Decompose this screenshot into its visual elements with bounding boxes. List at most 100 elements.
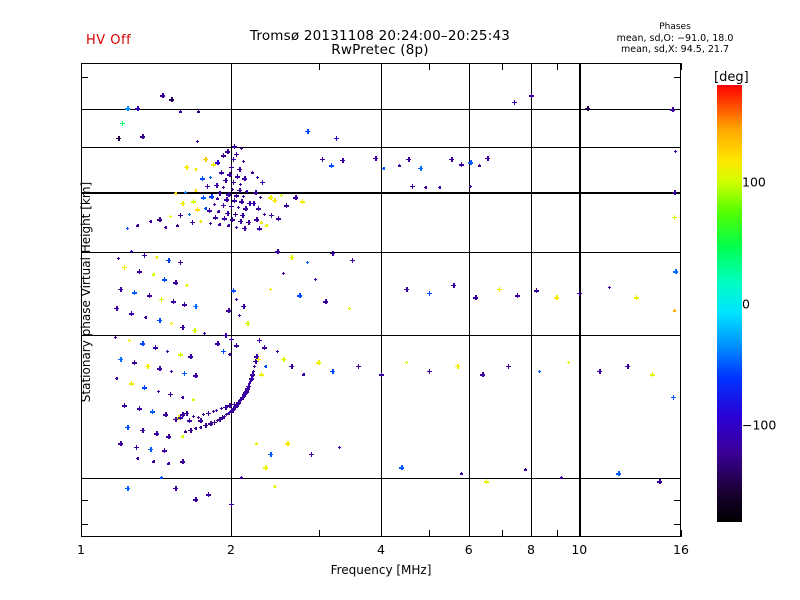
data-point bbox=[235, 174, 240, 179]
data-point bbox=[221, 349, 226, 354]
data-point bbox=[257, 226, 262, 231]
data-point bbox=[220, 415, 225, 420]
data-point bbox=[202, 413, 205, 416]
gridline-vertical bbox=[579, 63, 580, 537]
data-point bbox=[199, 220, 202, 223]
data-point bbox=[212, 410, 215, 413]
data-point bbox=[179, 110, 182, 113]
data-point bbox=[145, 364, 150, 369]
data-point bbox=[289, 364, 294, 369]
data-point bbox=[281, 357, 286, 362]
data-point bbox=[273, 485, 276, 488]
data-point bbox=[209, 222, 212, 225]
data-point bbox=[238, 219, 243, 224]
data-point bbox=[114, 306, 119, 311]
data-point bbox=[242, 226, 247, 231]
gridline-vertical bbox=[231, 63, 232, 537]
data-point bbox=[257, 338, 262, 343]
data-point bbox=[203, 332, 206, 335]
y-axis-title: Stationary phase Virtual Height [km] bbox=[79, 52, 93, 532]
data-point bbox=[178, 415, 183, 420]
axis-tick bbox=[531, 63, 532, 70]
data-point bbox=[128, 339, 131, 342]
data-point bbox=[182, 302, 187, 307]
data-point bbox=[204, 207, 207, 210]
x-tick-label: 6 bbox=[465, 542, 473, 557]
data-point bbox=[320, 157, 325, 162]
data-point bbox=[340, 158, 345, 163]
data-point bbox=[233, 212, 238, 217]
data-point bbox=[451, 283, 456, 288]
data-point bbox=[242, 195, 245, 198]
data-point bbox=[206, 411, 211, 416]
data-point bbox=[194, 427, 197, 430]
data-point bbox=[136, 457, 139, 460]
data-point bbox=[236, 400, 241, 405]
data-point bbox=[221, 153, 226, 158]
data-point bbox=[136, 224, 139, 227]
data-point bbox=[222, 216, 227, 221]
data-point bbox=[125, 425, 130, 430]
gridline-horizontal bbox=[81, 147, 681, 148]
data-point bbox=[132, 360, 137, 365]
data-point bbox=[118, 287, 123, 292]
axis-tick bbox=[381, 63, 382, 70]
data-point bbox=[166, 434, 171, 439]
gridline-horizontal bbox=[81, 252, 681, 253]
colorbar-gradient bbox=[717, 85, 742, 522]
data-point bbox=[191, 199, 196, 204]
axis-tick bbox=[381, 530, 382, 537]
data-point bbox=[240, 397, 243, 400]
data-point bbox=[218, 223, 221, 226]
data-point bbox=[200, 176, 205, 181]
data-point bbox=[181, 396, 184, 399]
gridline-vertical bbox=[381, 63, 382, 537]
data-point bbox=[176, 415, 181, 420]
data-point bbox=[209, 176, 212, 179]
data-point bbox=[234, 193, 239, 198]
data-point bbox=[306, 261, 309, 264]
data-point bbox=[126, 227, 129, 230]
data-point bbox=[237, 206, 240, 209]
data-point bbox=[147, 293, 152, 298]
data-point bbox=[373, 156, 378, 161]
data-point bbox=[485, 156, 490, 161]
data-point bbox=[309, 452, 314, 457]
data-point bbox=[212, 420, 217, 425]
data-point bbox=[289, 255, 294, 260]
data-point bbox=[225, 413, 228, 416]
data-point bbox=[449, 157, 454, 162]
data-point bbox=[157, 366, 162, 371]
data-point bbox=[234, 152, 239, 157]
data-point bbox=[243, 390, 248, 395]
data-point bbox=[672, 215, 677, 220]
axis-tick bbox=[231, 530, 232, 537]
data-point bbox=[220, 407, 223, 410]
data-point bbox=[192, 398, 195, 401]
data-point bbox=[399, 465, 404, 470]
data-point bbox=[253, 365, 256, 368]
data-point bbox=[223, 415, 226, 418]
data-point bbox=[293, 195, 298, 200]
data-point bbox=[276, 216, 281, 221]
data-point bbox=[232, 402, 237, 407]
data-point bbox=[163, 412, 168, 417]
x-tick-label: 4 bbox=[377, 542, 385, 557]
data-point bbox=[455, 364, 460, 369]
gridline-horizontal bbox=[81, 109, 681, 110]
data-point bbox=[616, 471, 621, 476]
data-point bbox=[282, 272, 285, 275]
data-point bbox=[137, 269, 142, 274]
data-point bbox=[213, 215, 218, 220]
data-point bbox=[235, 402, 240, 407]
data-point bbox=[473, 295, 478, 300]
data-point bbox=[160, 93, 165, 98]
data-point bbox=[144, 316, 147, 319]
data-point bbox=[398, 164, 401, 167]
data-point bbox=[207, 208, 212, 213]
data-point bbox=[538, 370, 541, 373]
data-point bbox=[216, 197, 219, 200]
data-point bbox=[305, 129, 310, 134]
data-point bbox=[348, 307, 351, 310]
data-point bbox=[567, 361, 570, 364]
